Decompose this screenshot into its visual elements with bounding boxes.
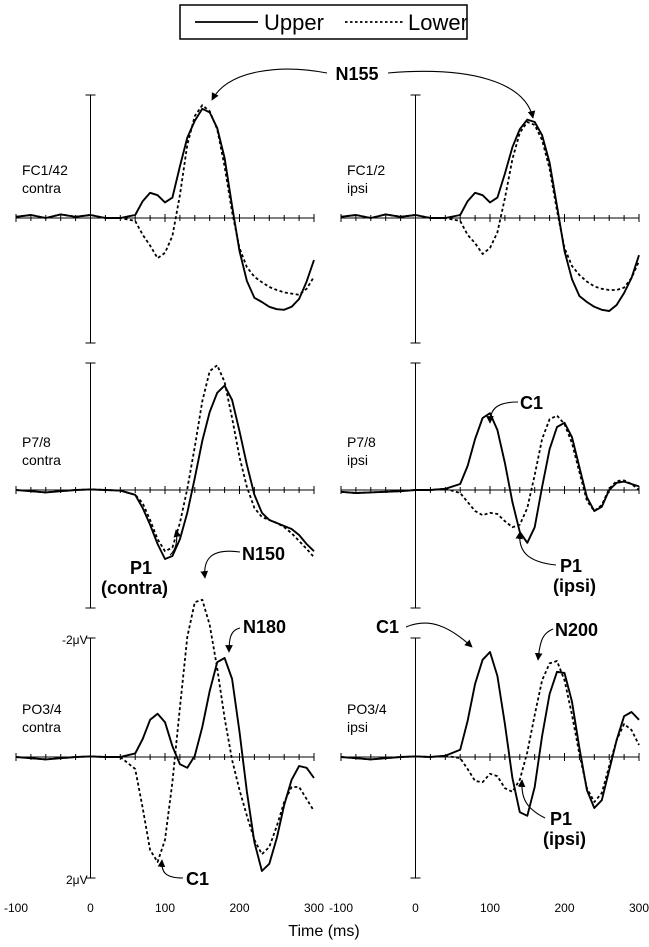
annotation-c1-po-contra: C1 bbox=[186, 869, 209, 889]
panel-p78-contra: P7/8 contra bbox=[15, 362, 315, 609]
annotation-n155: N155 bbox=[335, 64, 378, 84]
arrow-n155-left bbox=[211, 68, 328, 101]
x-tick-labels: -100 0 100 200 300 -100 0 100 200 300 bbox=[4, 901, 649, 915]
annotation-p1-ipsi-b-line2: (ipsi) bbox=[543, 829, 586, 849]
x-tick-label: 200 bbox=[554, 901, 574, 915]
panel-label-site: FC1/42 bbox=[22, 162, 68, 178]
scale-label-top: -2μV bbox=[62, 633, 88, 647]
panel-label-site: PO3/4 bbox=[22, 701, 62, 717]
annotation-p1-contra-line2: (contra) bbox=[101, 578, 168, 598]
arrow-p1-ipsi-b bbox=[517, 779, 546, 819]
arrow-c1-po-contra bbox=[157, 859, 184, 879]
panel-p78-ipsi: P7/8 ipsi bbox=[340, 362, 640, 609]
annotation-labels: N155 C1 P1 (contra) P1 (ipsi) N150 N180 … bbox=[101, 64, 598, 889]
waveform-upper bbox=[15, 384, 315, 560]
panel-label-side: contra bbox=[22, 452, 61, 468]
scale-label-bottom: 2μV bbox=[66, 873, 88, 887]
panel-label-side: ipsi bbox=[347, 452, 368, 468]
x-tick-label: 0 bbox=[87, 901, 94, 915]
arrow-n150 bbox=[200, 550, 241, 579]
arrow-c1-po-ipsi bbox=[405, 622, 473, 648]
arrow-p1-contra bbox=[169, 529, 182, 556]
panel-label-site: FC1/2 bbox=[347, 162, 385, 178]
legend: Upper Lower bbox=[179, 4, 468, 40]
waveform-lower bbox=[15, 364, 315, 558]
annotation-p1-ipsi-a-line2: (ipsi) bbox=[553, 576, 596, 596]
annotation-n180: N180 bbox=[243, 617, 286, 637]
annotation-p1-ipsi-b-line1: P1 bbox=[550, 809, 572, 829]
waveform-lower bbox=[340, 414, 640, 529]
arrow-n180 bbox=[225, 627, 241, 653]
waveform-upper bbox=[15, 107, 315, 311]
annotation-p1-contra-line1: P1 bbox=[130, 558, 152, 578]
panel-label-side: ipsi bbox=[347, 719, 368, 735]
annotation-p1-ipsi-a-line1: P1 bbox=[560, 556, 582, 576]
legend-label-upper: Upper bbox=[264, 10, 324, 35]
x-tick-label: -100 bbox=[4, 901, 28, 915]
waveform-upper bbox=[340, 118, 640, 312]
annotation-c1-p78: C1 bbox=[520, 393, 543, 413]
panel-label-side: ipsi bbox=[347, 180, 368, 196]
x-tick-label: -100 bbox=[329, 901, 353, 915]
panels: FC1/42contraFC1/2ipsiP7/8contraP7/8ipsiP… bbox=[15, 94, 640, 879]
x-tick-label: 100 bbox=[480, 901, 500, 915]
x-tick-label: 0 bbox=[412, 901, 419, 915]
arrow-n155-right bbox=[387, 70, 536, 119]
panel-label-site: P7/8 bbox=[22, 434, 51, 450]
panel-fc-contra: FC1/42 contra bbox=[15, 94, 315, 344]
waveform-lower bbox=[15, 598, 315, 863]
waveform-upper bbox=[340, 412, 640, 544]
arrow-p1-ipsi-a bbox=[515, 531, 557, 566]
legend-label-lower: Lower bbox=[408, 10, 468, 35]
waveform-lower bbox=[15, 104, 315, 296]
waveform-lower bbox=[340, 660, 640, 803]
x-tick-label: 100 bbox=[155, 901, 175, 915]
x-tick-label: 300 bbox=[304, 901, 324, 915]
waveform-lower bbox=[340, 121, 640, 291]
waveform-upper bbox=[340, 651, 640, 817]
x-axis-title: Time (ms) bbox=[288, 923, 359, 940]
panel-label-side: contra bbox=[22, 719, 61, 735]
panel-label-side: contra bbox=[22, 180, 61, 196]
x-tick-label: 200 bbox=[229, 901, 249, 915]
panel-po34-contra: PO3/4 contra bbox=[15, 598, 315, 879]
arrow-c1-p78 bbox=[486, 401, 519, 424]
panel-label-site: P7/8 bbox=[347, 434, 376, 450]
annotation-c1-po-ipsi: C1 bbox=[376, 617, 399, 637]
annotation-arrows bbox=[157, 68, 557, 879]
annotation-n200: N200 bbox=[555, 620, 598, 640]
annotation-n150: N150 bbox=[242, 544, 285, 564]
panel-po34-ipsi: PO3/4 ipsi bbox=[340, 637, 640, 879]
panel-label-site: PO3/4 bbox=[347, 701, 387, 717]
panel-fc-ipsi: FC1/2 ipsi bbox=[340, 94, 640, 344]
arrow-n200 bbox=[534, 628, 554, 661]
x-tick-label: 300 bbox=[629, 901, 649, 915]
